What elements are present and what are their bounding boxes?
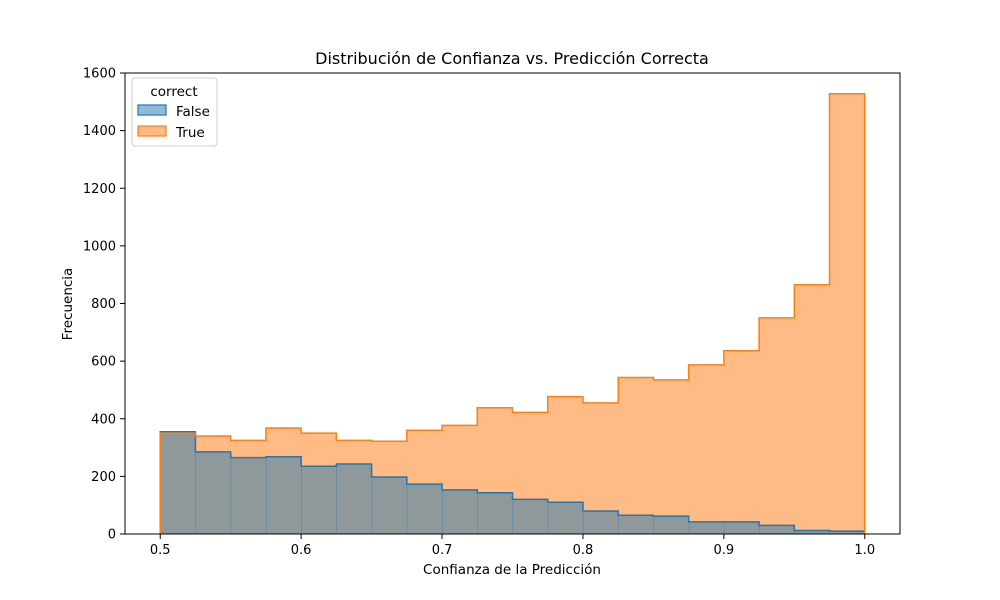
x-tick-label: 0.9: [714, 543, 735, 558]
x-axis-label: Confianza de la Predicción: [423, 562, 601, 578]
bar-false-8: [442, 489, 478, 534]
x-tick-label: 1.0: [854, 543, 875, 558]
x-axis-ticks: 0.5 0.6 0.7 0.8 0.9 1.0: [150, 534, 875, 558]
series-outline-false: [159, 430, 866, 534]
bar-false-17: [759, 525, 795, 534]
legend-label-false: False: [176, 104, 210, 120]
bar-false-11: [547, 502, 584, 534]
x-tick-label: 0.5: [150, 543, 171, 558]
bar-true-13: [618, 377, 655, 534]
bar-true-16: [723, 350, 760, 534]
bar-true-17: [759, 317, 795, 534]
bar-false-9: [477, 492, 514, 534]
plot-outlines: [159, 92, 866, 534]
y-tick-label: 1200: [83, 182, 116, 197]
y-tick-label: 0: [108, 528, 116, 543]
bar-false-7: [406, 484, 443, 534]
series-outline-true: [159, 92, 866, 534]
y-tick-label: 800: [91, 297, 116, 312]
bar-false-18: [794, 530, 831, 534]
bar-false-12: [582, 510, 619, 534]
bar-false-3: [265, 456, 302, 534]
bar-false-15: [688, 521, 725, 534]
bar-false-10: [512, 499, 549, 534]
bar-false-14: [653, 516, 690, 534]
bar-true-14: [653, 379, 690, 534]
y-tick-label: 200: [91, 470, 116, 485]
legend: correct False True: [131, 77, 218, 147]
y-tick-label: 1000: [83, 239, 116, 254]
x-tick-label: 0.8: [573, 543, 594, 558]
x-tick-label: 0.7: [432, 543, 453, 558]
chart-title: Distribución de Confianza vs. Predicción…: [315, 49, 709, 68]
bar-false-0: [160, 431, 197, 534]
plot-fills: [160, 93, 866, 535]
bar-false-16: [723, 521, 760, 534]
legend-label-true: True: [175, 125, 205, 141]
bar-false-19: [829, 531, 866, 534]
legend-title: correct: [150, 84, 197, 100]
y-axis-ticks: 0 200 400 600 800 1000 1200 1400 1600: [83, 67, 125, 543]
bar-false-13: [618, 515, 655, 534]
bar-true-15: [688, 364, 725, 534]
x-tick-label: 0.6: [291, 543, 312, 558]
y-tick-label: 400: [91, 412, 116, 427]
y-tick-label: 1400: [83, 124, 116, 139]
bar-false-2: [230, 457, 267, 534]
bar-true-19: [829, 93, 866, 535]
y-tick-label: 1600: [83, 67, 116, 82]
bar-false-4: [301, 466, 337, 534]
bar-false-5: [336, 463, 373, 534]
bar-false-1: [195, 451, 232, 534]
legend-swatch-true: [137, 125, 167, 137]
bar-true-18: [794, 284, 831, 534]
y-axis-label: Frecuencia: [60, 268, 76, 341]
bar-false-6: [371, 476, 408, 534]
legend-swatch-false: [137, 104, 167, 116]
y-tick-label: 600: [91, 355, 116, 370]
